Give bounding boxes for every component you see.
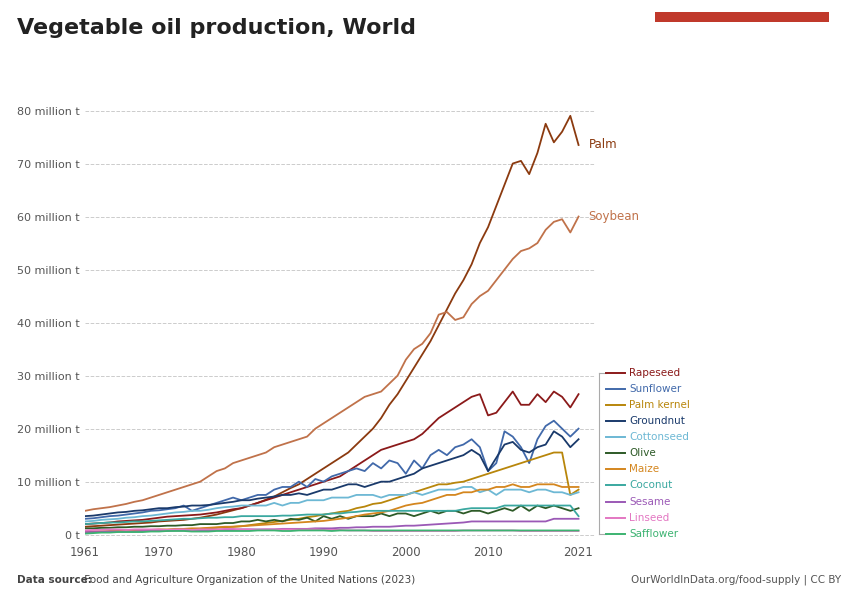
Text: Olive: Olive <box>629 448 655 458</box>
Text: Palm: Palm <box>588 139 617 151</box>
Text: Sesame: Sesame <box>629 497 671 506</box>
Text: Cottonseed: Cottonseed <box>629 432 688 442</box>
Text: Our World
in Data: Our World in Data <box>708 31 775 61</box>
Text: Safflower: Safflower <box>629 529 678 539</box>
Text: Groundnut: Groundnut <box>629 416 685 426</box>
Text: Coconut: Coconut <box>629 481 672 490</box>
Text: Data source:: Data source: <box>17 575 92 585</box>
Text: Palm kernel: Palm kernel <box>629 400 690 410</box>
Text: Sunflower: Sunflower <box>629 384 681 394</box>
Text: Maize: Maize <box>629 464 659 475</box>
Text: Food and Agriculture Organization of the United Nations (2023): Food and Agriculture Organization of the… <box>81 575 415 585</box>
Text: Linseed: Linseed <box>629 512 669 523</box>
Text: OurWorldInData.org/food-supply | CC BY: OurWorldInData.org/food-supply | CC BY <box>632 575 842 585</box>
Text: Vegetable oil production, World: Vegetable oil production, World <box>17 18 416 38</box>
Bar <box>654 12 829 22</box>
Text: Soybean: Soybean <box>588 210 639 223</box>
Text: Rapeseed: Rapeseed <box>629 368 680 378</box>
